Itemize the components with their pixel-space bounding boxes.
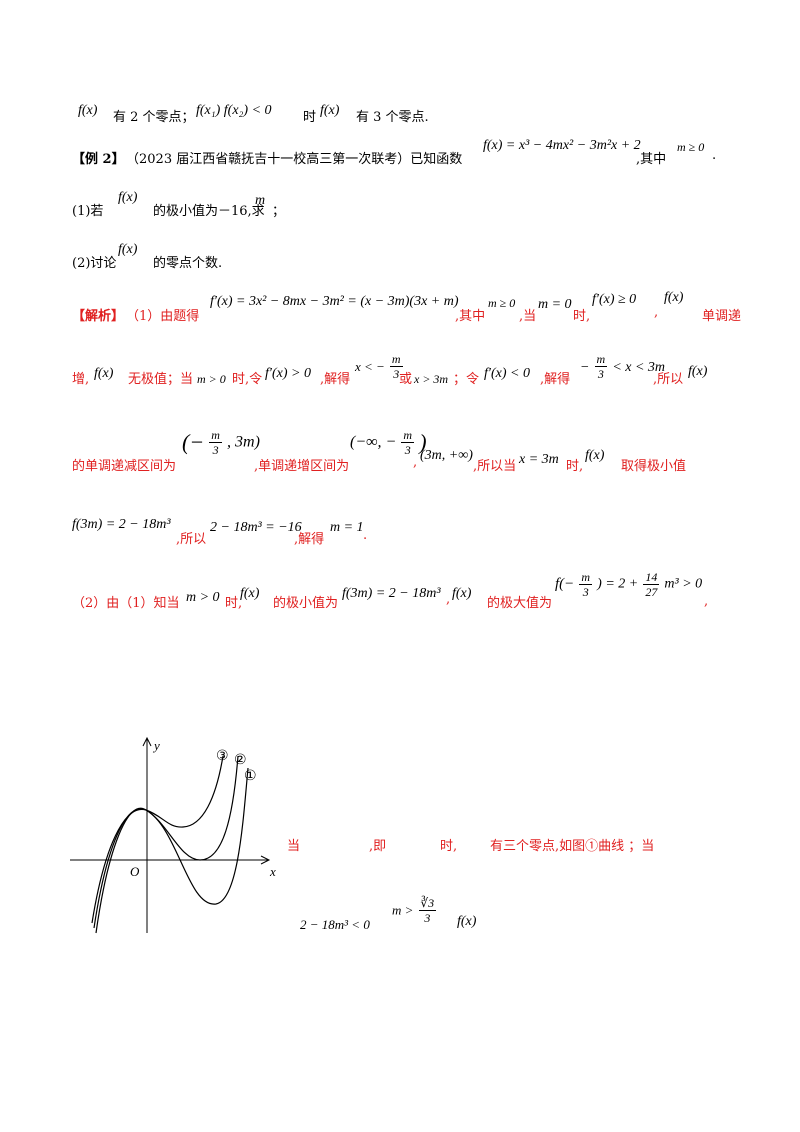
text: ； <box>272 204 286 219</box>
text: ,其中 <box>636 152 667 167</box>
interval: (3m, +∞) <box>420 448 473 463</box>
inequality: − m 3 < x < 3m <box>580 352 666 381</box>
text: . <box>363 528 368 543</box>
text: 无极值；当 <box>128 372 194 387</box>
condition: f(x₁) f(x₂) < 0 <box>196 103 272 118</box>
text: ；令 <box>453 372 480 387</box>
text: 有 3 个零点. <box>356 110 429 125</box>
curve-2-label: ② <box>234 752 247 768</box>
y-axis-label: y <box>152 738 160 753</box>
text: 时, <box>225 596 243 611</box>
text: ,所以当 <box>473 459 517 474</box>
condition: 2 − 18m³ < 0 <box>300 917 370 932</box>
question-2: (2)讨论 <box>72 256 117 271</box>
curve-3 <box>91 755 224 924</box>
text: 的极小值为－16,求 <box>153 204 265 219</box>
text: 有三个零点,如图①曲线 ；当 <box>490 839 655 854</box>
text: 当 <box>287 839 301 854</box>
text: 时, <box>566 459 584 474</box>
text: , <box>446 592 451 607</box>
function-definition: f(x) = x³ − 4mx² − 3m²x + 2 <box>483 138 641 153</box>
minimum-value: f(3m) = 2 − 18m³ <box>72 517 171 532</box>
text: ,解得 <box>294 532 325 547</box>
solution-tag: 【解析】 <box>72 309 125 324</box>
condition: f′(x) ≥ 0 <box>592 292 637 307</box>
condition: m ≥ 0 <box>677 140 705 154</box>
function-f: f(x) <box>585 448 605 463</box>
function-f: f(x) <box>320 103 340 118</box>
text: 的极小值为 <box>273 596 339 611</box>
function-f: f(x) <box>118 190 138 205</box>
curve-2 <box>93 755 239 929</box>
text: . <box>712 148 717 163</box>
text: 的极大值为 <box>487 596 553 611</box>
condition: m > ∛3 3 <box>392 896 437 925</box>
inequality: x < − m 3 <box>355 352 403 381</box>
derivative: f′(x) = 3x² − 8mx − 3m² = (x − 3m)(3x + … <box>210 294 459 309</box>
text: 的单调递减区间为 <box>72 459 177 474</box>
answer: m = 1 <box>330 520 364 535</box>
curve-3-label: ③ <box>216 748 229 764</box>
equation: 2 − 18m³ = −16 <box>210 520 302 535</box>
minimum-value: f(3m) = 2 − 18m³ <box>342 586 441 601</box>
text: 的零点个数. <box>153 256 223 271</box>
function-f: f(x) <box>688 364 708 379</box>
text: ,所以 <box>176 532 207 547</box>
x-axis-arrow <box>260 855 271 865</box>
interval: (− m 3 , 3m) <box>182 428 260 457</box>
interval: (−∞, − m 3 ) <box>350 428 427 457</box>
text: 取得极小值 <box>621 459 687 474</box>
maximum-value: f(− m 3 ) = 2 + 14 27 m³ > 0 <box>555 570 703 599</box>
text: 有 2 个零点； <box>113 110 195 125</box>
inequality: x > 3m <box>414 372 449 386</box>
text: , <box>413 455 418 470</box>
text: 时 <box>303 110 317 125</box>
text: ,其中 <box>455 309 486 324</box>
condition: f′(x) < 0 <box>484 366 530 381</box>
function-f: f(x) <box>664 290 684 305</box>
text: 或 <box>399 372 413 387</box>
x-axis-label: x <box>269 864 276 879</box>
function-f: f(x) <box>94 366 114 381</box>
example-tag: 【例 2】 <box>72 152 125 167</box>
condition: m > 0 <box>197 372 226 386</box>
text: ,即 <box>369 839 387 854</box>
condition: m > 0 <box>186 590 220 605</box>
question-1: (1)若 <box>72 204 104 219</box>
text: ,所以 <box>653 372 684 387</box>
y-axis-arrow <box>142 736 152 747</box>
text: 时, <box>440 839 458 854</box>
function-f: f(x) <box>457 914 477 929</box>
text: 时,令 <box>232 372 263 387</box>
function-f: f(x) <box>78 103 98 118</box>
text: 单调递 <box>702 309 742 324</box>
variable-m: m <box>255 193 266 208</box>
text: （1）由题得 <box>126 309 200 324</box>
text: , <box>654 305 659 320</box>
text: , <box>704 594 709 609</box>
curve-1 <box>95 767 249 934</box>
cubic-graph: y x O ① ② ③ <box>70 736 276 934</box>
function-f: f(x) <box>240 586 260 601</box>
function-f: f(x) <box>452 586 472 601</box>
text: ,当 <box>519 309 537 324</box>
condition: m = 0 <box>538 297 572 312</box>
text: 时, <box>573 309 591 324</box>
condition: f′(x) > 0 <box>265 366 311 381</box>
text: （2）由（1）知当 <box>72 596 180 611</box>
condition: x = 3m <box>519 452 559 467</box>
example-source: （2023 届江西省赣抚吉十一校高三第一次联考）已知函数 <box>126 152 463 167</box>
text: 增, <box>72 372 90 387</box>
function-f: f(x) <box>118 242 138 257</box>
condition: m ≥ 0 <box>488 296 516 310</box>
curve-1-label: ① <box>244 768 257 784</box>
origin-label: O <box>130 864 140 879</box>
text: ,解得 <box>320 372 351 387</box>
text: ,单调递增区间为 <box>254 459 350 474</box>
text: ,解得 <box>540 372 571 387</box>
